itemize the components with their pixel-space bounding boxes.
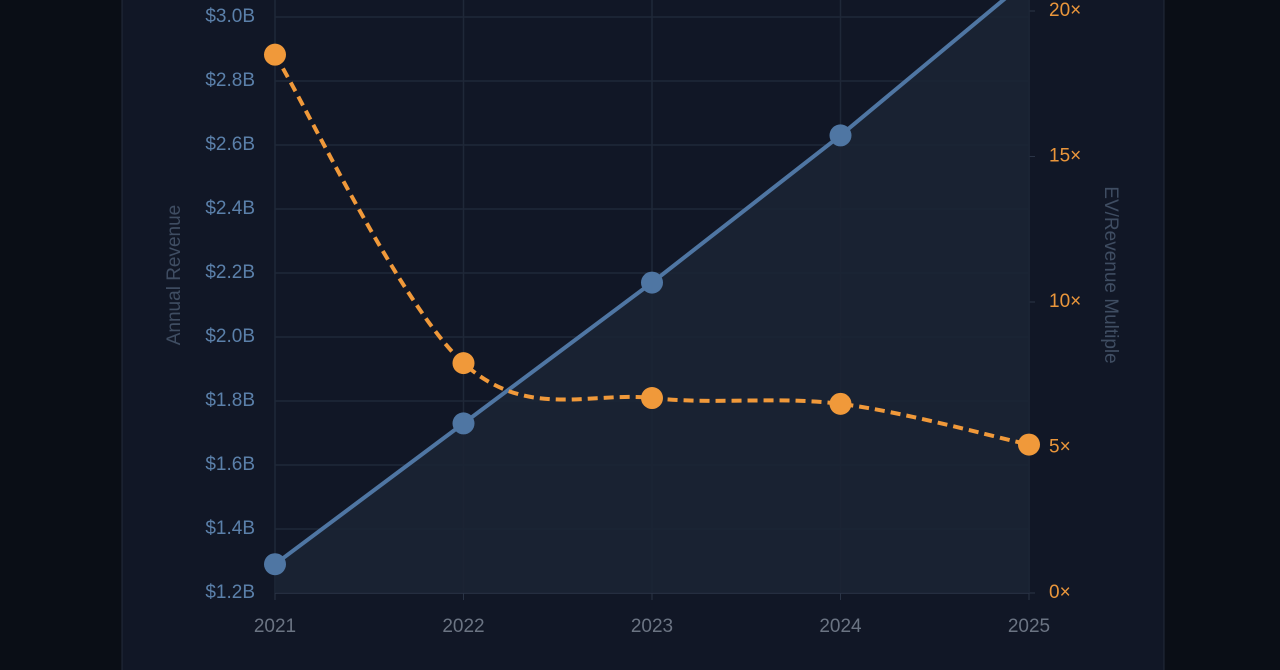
- y2-tick-label: 20×: [1049, 0, 1081, 21]
- y-tick-label: $1.2B: [205, 582, 255, 603]
- y2-tick-label: 15×: [1049, 146, 1081, 167]
- x-tick-label: 2022: [442, 616, 484, 637]
- data-point: [264, 553, 286, 576]
- data-point: [264, 43, 286, 66]
- y-tick-label: $2.6B: [205, 134, 255, 155]
- data-point: [829, 392, 852, 415]
- y-tick-label: $1.6B: [205, 454, 255, 475]
- area: [275, 0, 1029, 593]
- data-point: [452, 352, 475, 375]
- y2-tick-label: 10×: [1049, 291, 1081, 312]
- y-tick-label: $2.2B: [205, 262, 255, 283]
- data-point: [829, 124, 852, 147]
- y2-tick-label: 5×: [1049, 437, 1071, 458]
- x-tick-label: 2021: [254, 616, 296, 637]
- series-line: [273, 53, 1030, 447]
- data-point: [641, 387, 663, 410]
- y-tick-label: $2.4B: [205, 198, 255, 219]
- y-tick-label: $2.0B: [205, 326, 255, 347]
- y-axis-title: Annual Revenue: [164, 205, 185, 346]
- y2-tick-label: 0×: [1049, 582, 1071, 603]
- x-tick-label: 2023: [631, 616, 673, 637]
- y-tick-label: $1.4B: [205, 518, 255, 539]
- y-tick-label: $3.0B: [205, 6, 255, 27]
- data-point: [1018, 433, 1040, 456]
- data-point: [641, 271, 663, 294]
- y2-axis-title: EV/Revenue Multiple: [1100, 186, 1121, 363]
- y-tick-label: $1.8B: [205, 390, 255, 411]
- y-tick-label: $2.8B: [205, 70, 255, 91]
- x-tick-label: 2025: [1008, 616, 1050, 637]
- x-tick-label: 2024: [819, 616, 862, 637]
- data-point: [452, 412, 475, 435]
